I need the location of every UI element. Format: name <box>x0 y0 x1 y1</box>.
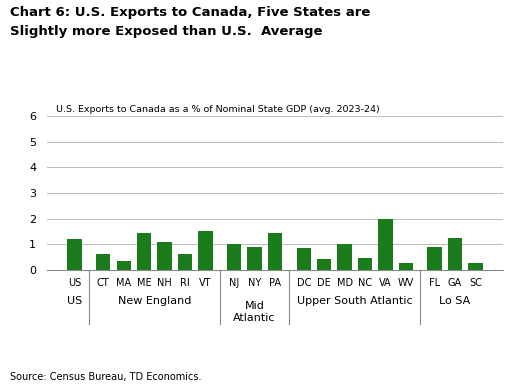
Bar <box>358 258 372 270</box>
Bar <box>67 239 82 270</box>
Bar <box>178 254 192 270</box>
Text: Source: Census Bureau, TD Economics.: Source: Census Bureau, TD Economics. <box>10 372 202 382</box>
Bar <box>157 242 172 270</box>
Text: U.S. Exports to Canada as a % of Nominal State GDP (avg. 2023-24): U.S. Exports to Canada as a % of Nominal… <box>56 105 379 114</box>
Text: US: US <box>67 296 82 306</box>
Text: Upper South Atlantic: Upper South Atlantic <box>297 296 413 306</box>
Bar <box>468 263 483 270</box>
Text: Mid
Atlantic: Mid Atlantic <box>234 301 276 323</box>
Text: Chart 6: U.S. Exports to Canada, Five States are: Chart 6: U.S. Exports to Canada, Five St… <box>10 6 371 19</box>
Bar <box>399 263 413 270</box>
Bar <box>248 247 262 270</box>
Text: Slightly more Exposed than U.S.  Average: Slightly more Exposed than U.S. Average <box>10 25 323 38</box>
Bar <box>268 234 282 270</box>
Text: Lo SA: Lo SA <box>440 296 471 306</box>
Bar <box>337 244 352 270</box>
Bar <box>448 237 462 270</box>
Bar <box>227 244 241 270</box>
Bar <box>428 247 442 270</box>
Bar <box>96 254 111 270</box>
Text: New England: New England <box>118 296 191 306</box>
Bar <box>137 234 152 270</box>
Bar <box>117 261 131 270</box>
Bar <box>378 219 393 270</box>
Bar <box>296 248 311 270</box>
Bar <box>198 231 213 270</box>
Bar <box>317 259 331 270</box>
